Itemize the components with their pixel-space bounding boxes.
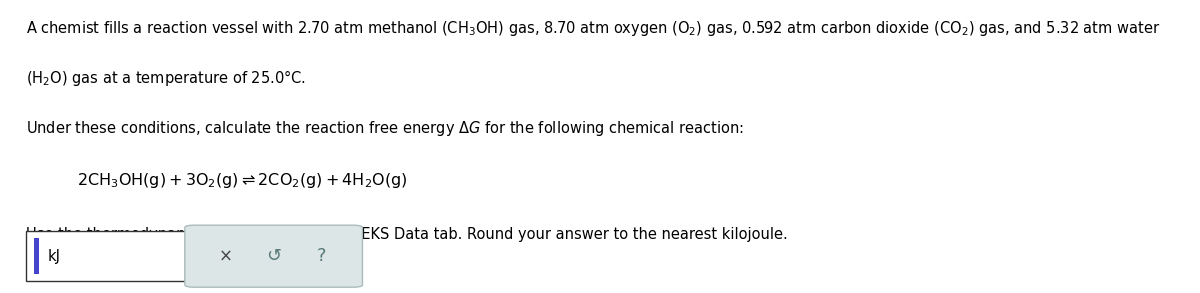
Text: $2\mathrm{CH_3OH(g)}+3\mathrm{O_2(g)}\rightleftharpoons 2\mathrm{CO_2(g)}+4\math: $2\mathrm{CH_3OH(g)}+3\mathrm{O_2(g)}\ri…	[77, 171, 407, 190]
Text: Use the thermodynamic information in the ALEKS Data tab. Round your answer to th: Use the thermodynamic information in the…	[26, 227, 788, 242]
Text: A chemist fills a reaction vessel with 2.70 atm methanol $\left(\mathrm{CH_3OH}\: A chemist fills a reaction vessel with 2…	[26, 19, 1160, 38]
Text: kJ: kJ	[47, 249, 60, 264]
Text: ↺: ↺	[266, 247, 281, 265]
FancyBboxPatch shape	[185, 225, 362, 287]
Text: Under these conditions, calculate the reaction free energy $\Delta G$ for the fo: Under these conditions, calculate the re…	[26, 119, 744, 138]
Bar	[35, 239, 40, 274]
Bar	[26, 231, 185, 282]
Text: $\left(\mathrm{H_2O}\right)$ gas at a temperature of 25.0°C.: $\left(\mathrm{H_2O}\right)$ gas at a te…	[26, 67, 306, 88]
Text: ×: ×	[220, 247, 233, 265]
Text: ?: ?	[317, 247, 326, 265]
